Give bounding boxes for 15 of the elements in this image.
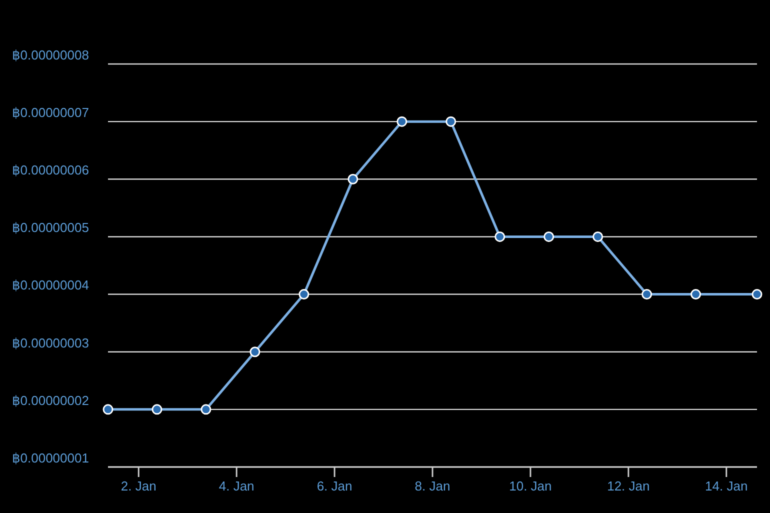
y-tick-label: ฿0.00000007 — [12, 105, 89, 120]
y-tick-label: ฿0.00000008 — [12, 47, 89, 62]
y-tick-label: ฿0.00000001 — [12, 450, 89, 466]
x-tick-label: 6. Jan — [316, 478, 352, 494]
y-tick-label: ฿0.00000004 — [12, 278, 89, 293]
y-tick-label: ฿0.00000002 — [12, 392, 89, 408]
x-tick-label: 14. Jan — [705, 478, 748, 494]
y-tick-label: ฿0.00000003 — [12, 335, 89, 350]
y-tick-label: ฿0.00000005 — [12, 220, 89, 236]
x-tick-label: 2. Jan — [120, 478, 156, 494]
x-tick-label: 12. Jan — [607, 478, 650, 494]
x-tick-label: 4. Jan — [218, 478, 254, 494]
y-tick-label: ฿0.00000006 — [12, 162, 89, 178]
x-tick-label: 8. Jan — [414, 478, 450, 494]
x-tick-label: 10. Jan — [509, 478, 552, 494]
